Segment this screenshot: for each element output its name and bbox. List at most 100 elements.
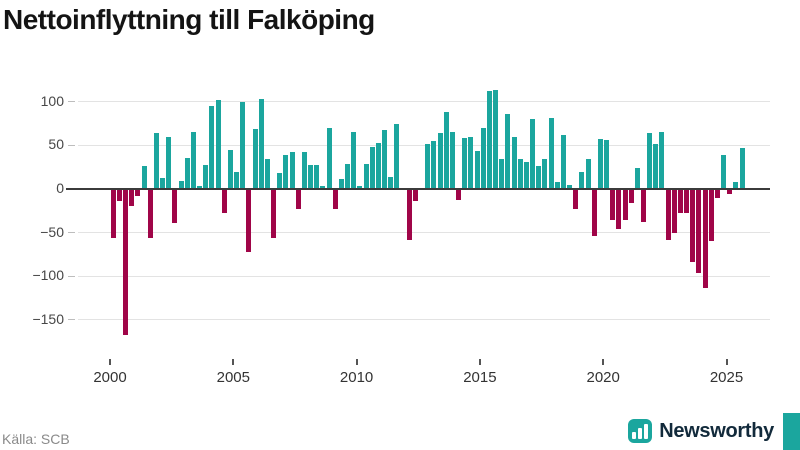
bar-2021-Q4	[647, 133, 653, 189]
y-axis-label: −100	[32, 267, 64, 284]
zero-axis-line	[78, 188, 770, 190]
y-axis-tick	[66, 188, 78, 190]
x-axis-label: 2005	[216, 369, 250, 386]
bar-2013-Q1	[431, 141, 437, 189]
bar-2001-Q3	[147, 190, 153, 238]
brand-corner-strip	[783, 413, 800, 450]
bar-2019-Q2	[585, 159, 591, 189]
bar-2012-Q4	[425, 143, 431, 189]
bar-2006-Q4	[277, 173, 283, 189]
bar-2007-Q4	[301, 151, 307, 189]
bar-2004-Q3	[221, 190, 227, 213]
bar-2000-Q4	[129, 190, 135, 206]
bar-2023-Q3	[690, 190, 696, 263]
newsworthy-logo: Newsworthy	[628, 419, 774, 443]
bar-2019-Q1	[579, 171, 585, 189]
y-axis-tick	[68, 144, 75, 146]
bar-2002-Q4	[178, 181, 184, 189]
bar-2004-Q4	[227, 149, 233, 189]
bar-2013-Q4	[449, 131, 455, 189]
bar-2001-Q1	[135, 190, 141, 197]
y-axis-tick	[68, 232, 75, 234]
bar-2022-Q3	[665, 190, 671, 240]
bar-2024-Q3	[714, 190, 720, 198]
bar-2005-Q4	[252, 128, 258, 189]
bar-2004-Q1	[209, 106, 215, 189]
bar-2014-Q2	[462, 138, 468, 189]
gridline	[78, 275, 770, 277]
y-axis-tick	[68, 275, 75, 277]
bar-2019-Q3	[591, 190, 597, 237]
bar-2013-Q2	[437, 133, 443, 189]
bar-2007-Q2	[289, 152, 295, 189]
x-axis-tick	[602, 359, 605, 365]
bar-2022-Q4	[671, 190, 677, 233]
gridline	[78, 319, 770, 321]
bar-2014-Q1	[456, 190, 462, 201]
bar-2023-Q1	[677, 190, 683, 213]
y-axis-label: 100	[40, 92, 64, 109]
bar-2003-Q4	[203, 164, 209, 189]
x-axis-tick	[725, 359, 728, 365]
bar-2008-Q4	[326, 128, 332, 189]
bar-2011-Q3	[394, 123, 400, 189]
bar-2008-Q3	[320, 185, 326, 189]
bar-2003-Q3	[197, 186, 203, 189]
bar-2021-Q3	[640, 190, 646, 223]
bar-2003-Q1	[184, 157, 190, 189]
bar-2018-Q1	[554, 182, 560, 189]
x-axis-label: 2025	[709, 369, 744, 386]
newsworthy-wordmark: Newsworthy	[659, 419, 774, 442]
bar-2001-Q2	[141, 166, 147, 189]
newsworthy-bar-chart-icon	[628, 419, 653, 443]
bar-2025-Q2	[733, 182, 739, 189]
x-axis-tick	[478, 359, 481, 365]
bar-2022-Q1	[653, 143, 659, 189]
bar-2010-Q1	[357, 185, 363, 189]
bar-2018-Q4	[573, 190, 579, 210]
bar-2000-Q3	[123, 190, 129, 336]
bar-2023-Q2	[684, 190, 690, 213]
bar-2009-Q1	[332, 190, 338, 210]
bar-2011-Q1	[382, 129, 388, 189]
bar-2021-Q1	[628, 190, 634, 204]
bar-2015-Q2	[486, 91, 492, 189]
bar-2020-Q3	[616, 190, 622, 230]
bar-2010-Q2	[363, 163, 369, 189]
bar-2014-Q3	[468, 136, 474, 189]
bar-2020-Q4	[622, 190, 628, 220]
bar-2023-Q4	[696, 190, 702, 273]
x-axis-tick	[355, 359, 358, 365]
bar-2015-Q4	[499, 159, 505, 189]
plot-area: 100 50 0 −50 −100 −150 2000 2005 2010 2015 2020 202…	[32, 85, 770, 386]
bar-2013-Q3	[443, 112, 449, 189]
bar-2024-Q1	[702, 190, 708, 288]
y-axis-tick	[68, 319, 75, 321]
bar-2012-Q1	[406, 190, 412, 240]
bar-2018-Q2	[560, 135, 566, 189]
bar-2002-Q1	[160, 177, 166, 189]
bar-2010-Q4	[375, 142, 381, 189]
bar-2019-Q4	[597, 139, 603, 189]
bar-2017-Q4	[548, 117, 554, 189]
y-axis-label: 50	[48, 136, 64, 153]
gridline	[78, 232, 770, 234]
bar-2015-Q3	[493, 89, 499, 189]
bar-2003-Q2	[190, 132, 196, 189]
x-axis-tick	[232, 359, 235, 365]
bar-2011-Q2	[388, 176, 394, 189]
bar-2024-Q2	[708, 190, 714, 242]
x-axis-tick	[109, 359, 111, 365]
bar-2012-Q2	[412, 190, 418, 202]
bar-2009-Q4	[351, 132, 357, 189]
x-axis-label: 2020	[586, 369, 620, 386]
bar-2015-Q1	[480, 128, 486, 189]
bar-2016-Q3	[517, 158, 523, 189]
bar-2018-Q3	[567, 184, 572, 189]
x-axis-label: 2010	[339, 369, 374, 386]
bar-2008-Q2	[314, 164, 320, 189]
bar-2006-Q1	[258, 99, 264, 189]
y-axis-label: −150	[32, 310, 64, 327]
bar-2005-Q1	[234, 172, 240, 189]
y-axis-tick	[68, 101, 75, 103]
